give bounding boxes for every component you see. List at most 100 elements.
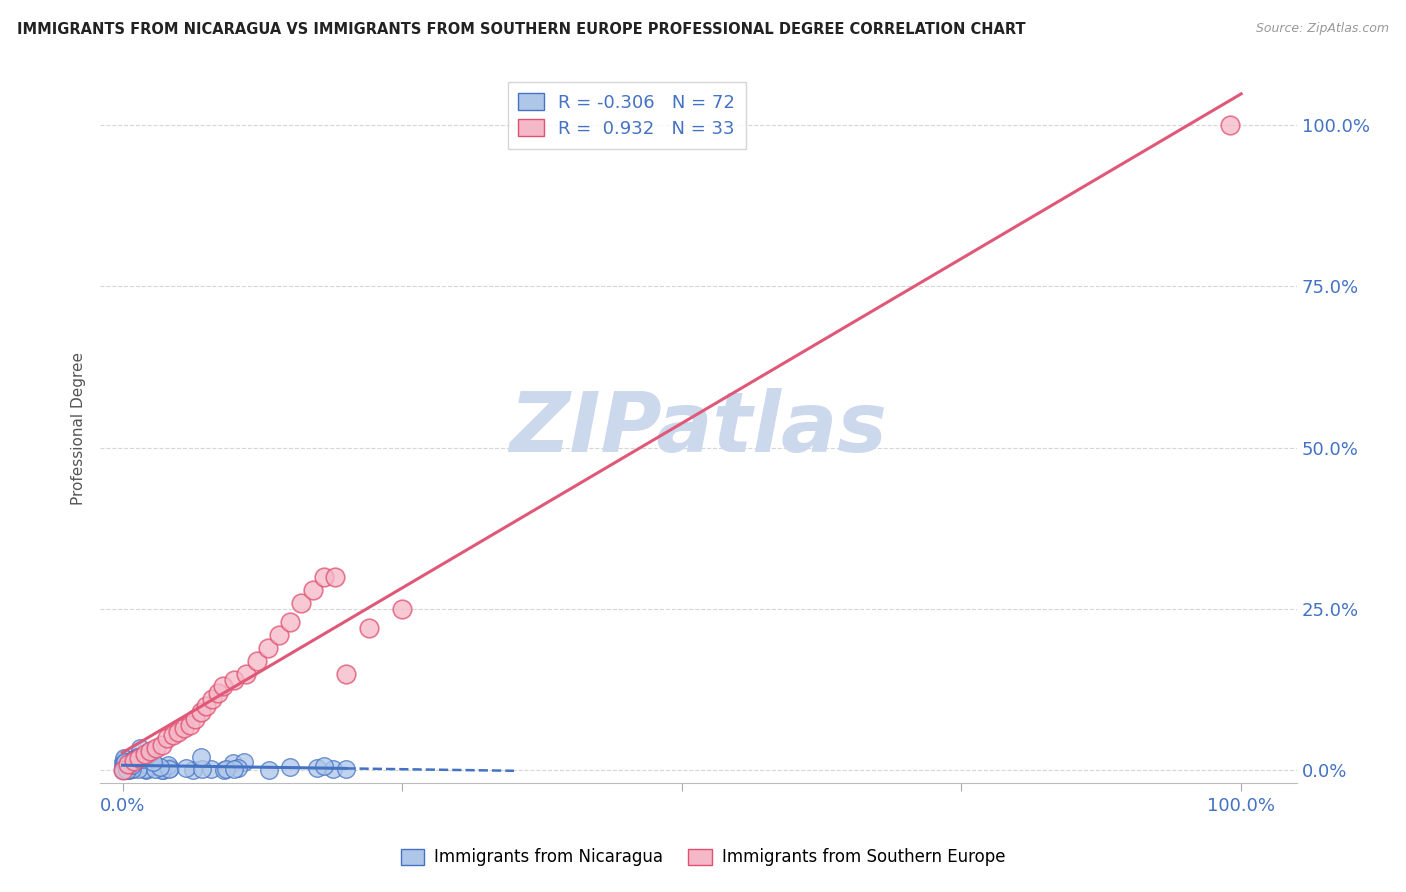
Point xyxy=(131,752,153,766)
Point xyxy=(127,762,149,776)
Point xyxy=(157,763,180,777)
Point xyxy=(134,747,156,762)
Point xyxy=(235,666,257,681)
Text: Source: ZipAtlas.com: Source: ZipAtlas.com xyxy=(1256,22,1389,36)
Point xyxy=(212,764,235,778)
Point xyxy=(121,762,143,776)
Point xyxy=(152,764,174,778)
Point xyxy=(128,756,150,770)
Point xyxy=(191,762,214,776)
Point xyxy=(120,761,142,775)
Point xyxy=(112,763,135,777)
Point xyxy=(200,762,222,776)
Point xyxy=(117,763,139,777)
Point xyxy=(391,602,413,616)
Point xyxy=(290,595,312,609)
Point xyxy=(167,724,190,739)
Point xyxy=(135,763,157,777)
Point xyxy=(184,712,207,726)
Point xyxy=(222,756,245,770)
Point xyxy=(122,754,145,768)
Point xyxy=(124,758,146,772)
Point xyxy=(174,761,197,775)
Point xyxy=(1219,118,1241,132)
Point xyxy=(152,763,174,777)
Point xyxy=(226,761,249,775)
Point xyxy=(149,759,172,773)
Point xyxy=(114,755,136,769)
Legend: Immigrants from Nicaragua, Immigrants from Southern Europe: Immigrants from Nicaragua, Immigrants fr… xyxy=(394,842,1012,873)
Point xyxy=(322,762,344,776)
Point xyxy=(112,755,135,769)
Point xyxy=(129,741,152,756)
Point xyxy=(117,763,139,777)
Point xyxy=(190,750,212,764)
Point xyxy=(115,760,138,774)
Point xyxy=(114,762,136,776)
Point xyxy=(201,692,224,706)
Text: IMMIGRANTS FROM NICARAGUA VS IMMIGRANTS FROM SOUTHERN EUROPE PROFESSIONAL DEGREE: IMMIGRANTS FROM NICARAGUA VS IMMIGRANTS … xyxy=(17,22,1025,37)
Point xyxy=(111,764,134,778)
Point xyxy=(232,755,254,769)
Text: ZIPatlas: ZIPatlas xyxy=(509,388,887,468)
Point xyxy=(114,764,136,778)
Point xyxy=(128,750,150,764)
Point xyxy=(335,666,357,681)
Point xyxy=(156,758,179,772)
Legend: R = -0.306   N = 72, R =  0.932   N = 33: R = -0.306 N = 72, R = 0.932 N = 33 xyxy=(508,82,747,148)
Point xyxy=(145,740,167,755)
Point xyxy=(207,686,229,700)
Point xyxy=(269,628,291,642)
Point xyxy=(112,751,135,765)
Point xyxy=(150,738,173,752)
Point xyxy=(111,763,134,777)
Point xyxy=(132,756,155,771)
Point xyxy=(278,760,301,774)
Point xyxy=(312,758,335,772)
Point xyxy=(124,761,146,775)
Point xyxy=(259,763,281,777)
Point xyxy=(120,761,142,775)
Point xyxy=(214,762,236,776)
Point xyxy=(212,680,235,694)
Point xyxy=(278,615,301,629)
Point xyxy=(335,762,357,776)
Point xyxy=(173,722,195,736)
Point xyxy=(117,755,139,769)
Point xyxy=(307,760,329,774)
Point xyxy=(121,758,143,772)
Point xyxy=(115,763,138,777)
Point xyxy=(122,753,145,767)
Point xyxy=(159,761,181,775)
Point xyxy=(138,757,160,772)
Point xyxy=(179,718,201,732)
Point xyxy=(114,759,136,773)
Point xyxy=(118,755,141,769)
Point xyxy=(115,756,138,771)
Point xyxy=(224,673,246,687)
Point xyxy=(114,753,136,767)
Point xyxy=(114,761,136,775)
Point xyxy=(112,756,135,771)
Point xyxy=(246,654,269,668)
Point xyxy=(124,756,146,770)
Point xyxy=(162,728,184,742)
Point xyxy=(257,640,280,655)
Point xyxy=(181,763,204,777)
Point xyxy=(301,582,323,597)
Point xyxy=(121,762,143,776)
Point xyxy=(142,756,165,770)
Point xyxy=(139,744,162,758)
Point xyxy=(124,752,146,766)
Point xyxy=(224,762,246,776)
Point xyxy=(120,757,142,772)
Point xyxy=(312,570,335,584)
Point xyxy=(323,570,346,584)
Point xyxy=(114,758,136,772)
Point xyxy=(125,750,148,764)
Point xyxy=(111,763,134,777)
Point xyxy=(124,756,146,771)
Point xyxy=(114,764,136,778)
Point xyxy=(156,731,179,746)
Point xyxy=(134,762,156,776)
